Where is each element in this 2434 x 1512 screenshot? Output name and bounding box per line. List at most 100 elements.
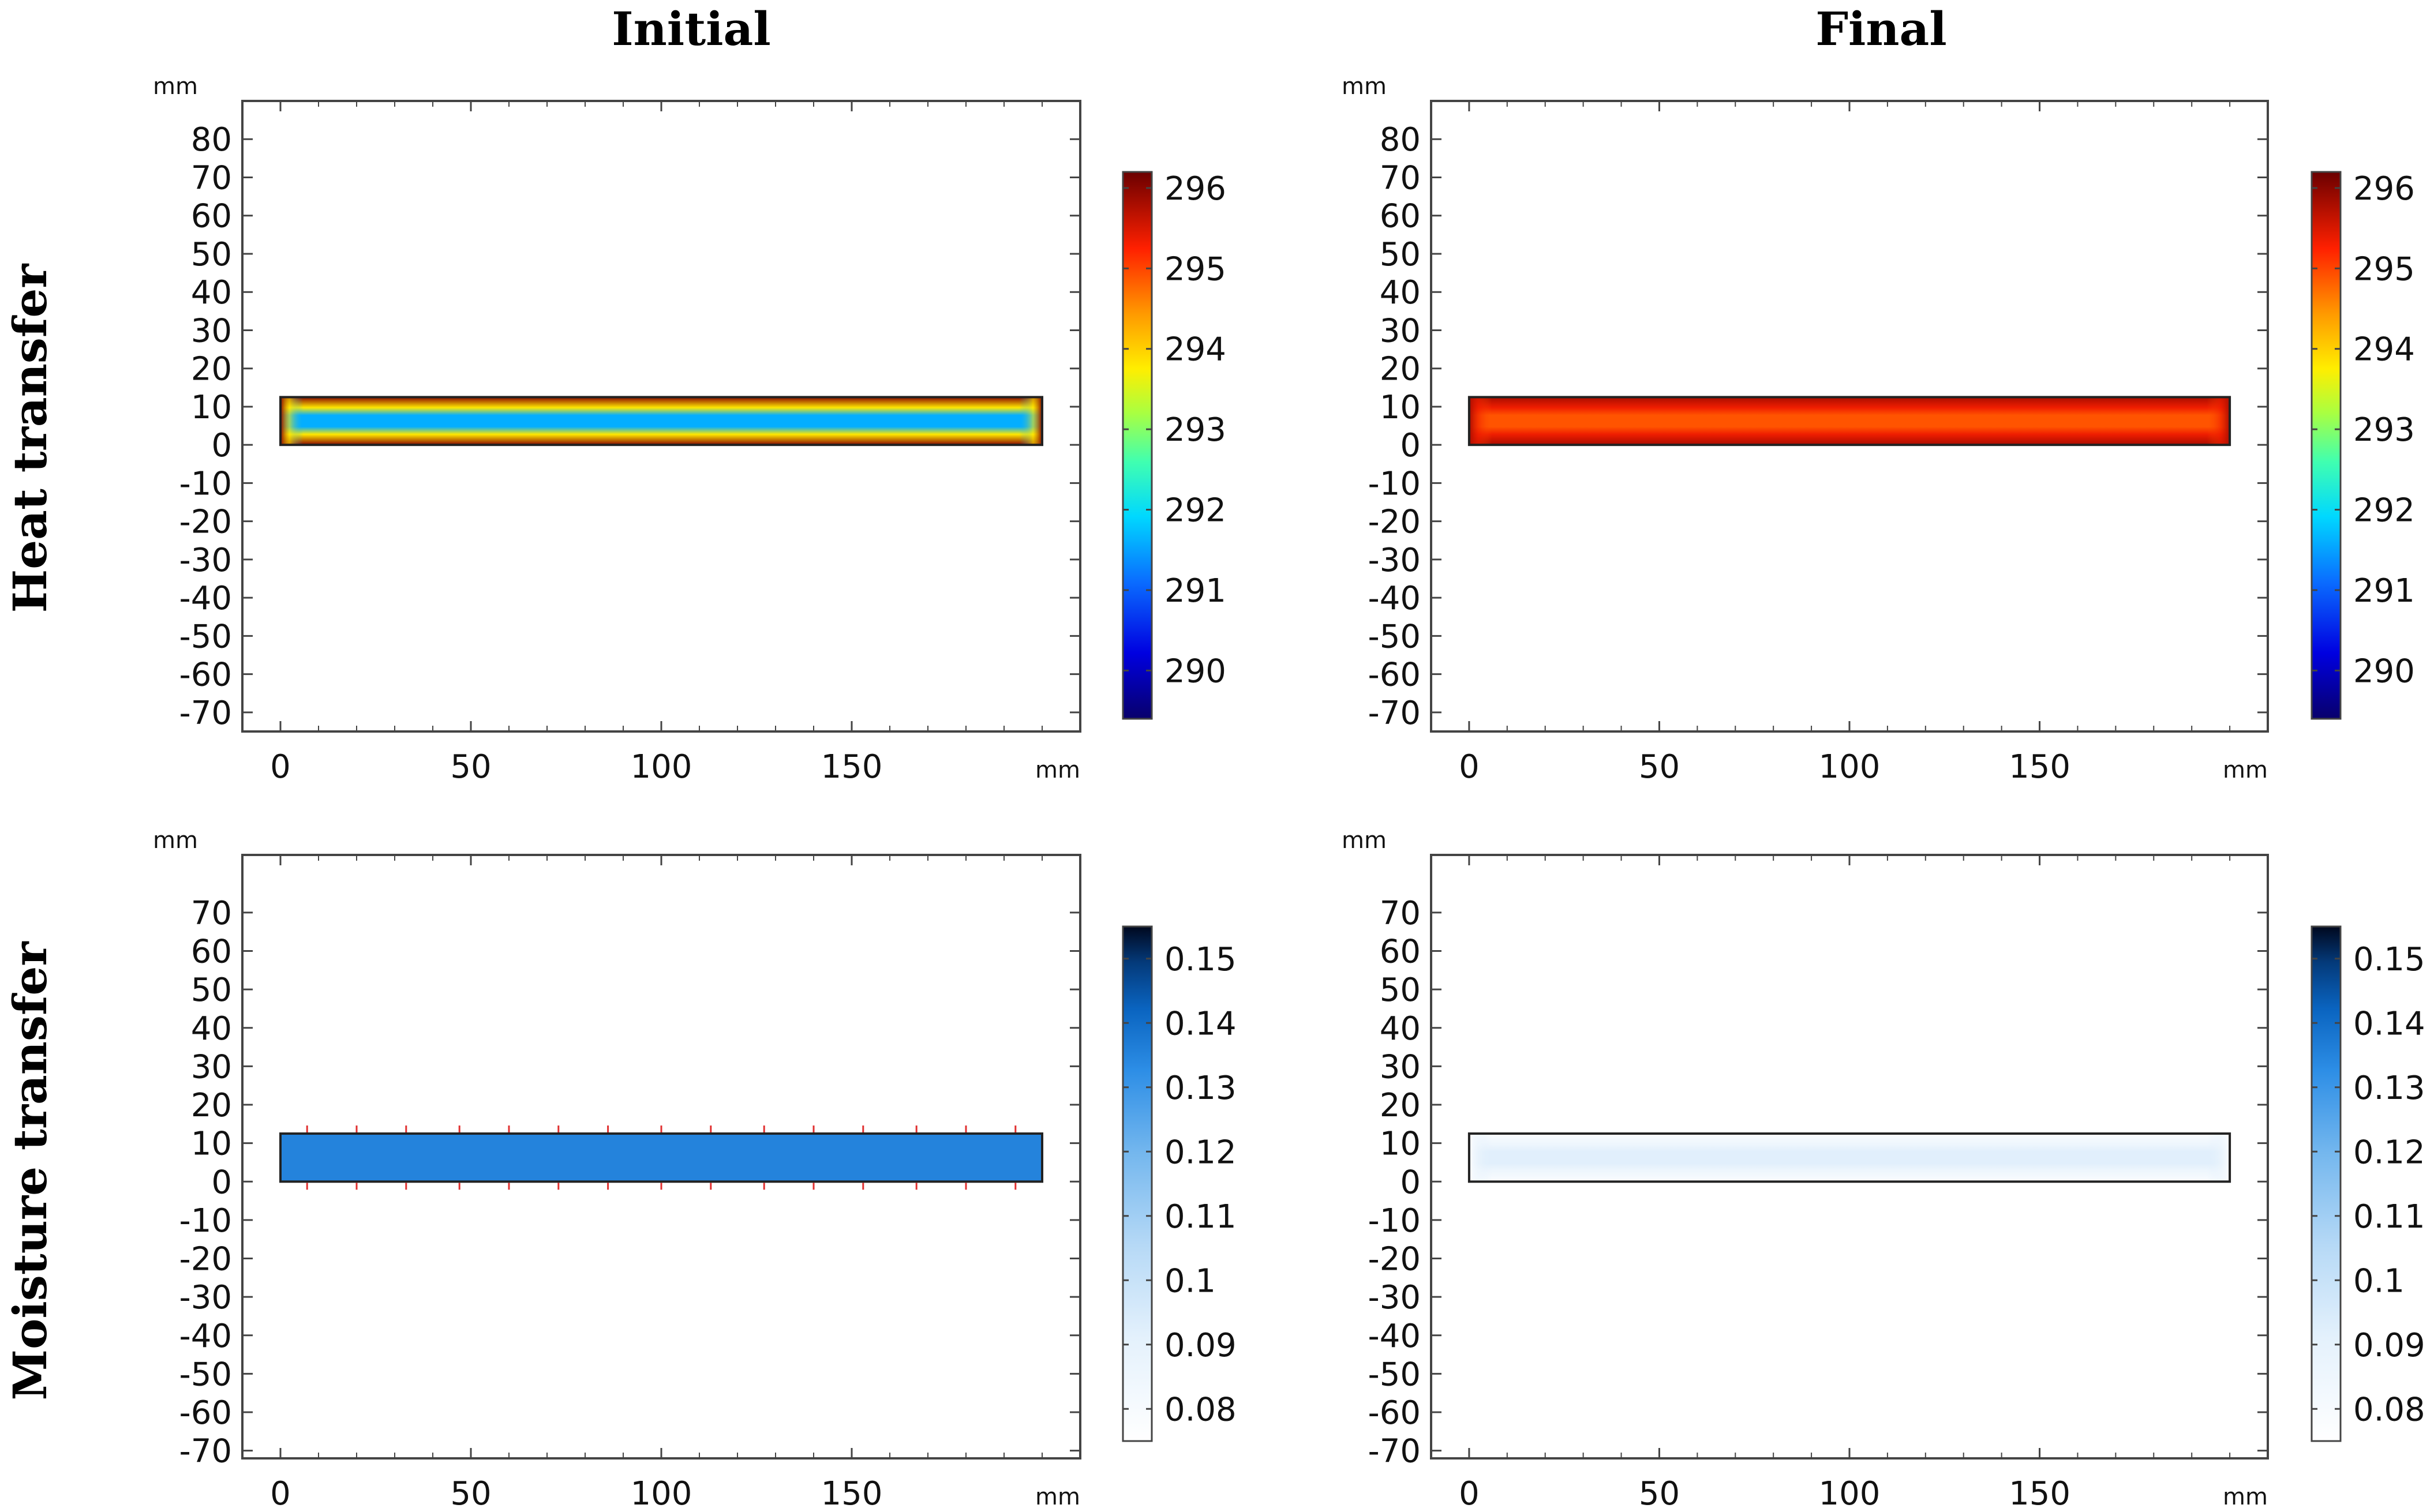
- y-unit-label: mm: [153, 73, 198, 100]
- y-tick-label: -20: [179, 504, 232, 541]
- colorbar-tick-label: 0.12: [2353, 1134, 2425, 1171]
- y-tick-label: -30: [179, 1279, 232, 1316]
- colorbar-tick-label: 0.12: [1164, 1134, 1237, 1171]
- x-tick-label: 50: [1639, 748, 1680, 786]
- x-tick-label: 0: [270, 748, 291, 786]
- colorbar: [2311, 925, 2342, 1442]
- colorbar-tick-label: 0.11: [2353, 1198, 2425, 1236]
- y-tick-label: 20: [1380, 351, 1421, 388]
- x-unit-label: mm: [2223, 757, 2268, 783]
- x-tick-label: 0: [270, 1475, 291, 1512]
- colorbar-tick-label: 290: [1164, 652, 1226, 690]
- field-horizontal: [1469, 397, 2230, 445]
- x-tick-label: 150: [821, 748, 883, 786]
- y-tick-label: -60: [179, 1394, 232, 1432]
- y-tick-label: -40: [1368, 580, 1421, 617]
- y-tick-label: 70: [191, 895, 232, 932]
- y-tick-label: -40: [179, 580, 232, 617]
- colorbar-tick-label: 294: [1164, 331, 1226, 369]
- y-tick-label: 30: [191, 312, 232, 350]
- y-tick-label: 60: [191, 198, 232, 235]
- x-unit-label: mm: [1035, 1484, 1080, 1510]
- colorbar-tick-label: 0.15: [1164, 941, 1237, 978]
- column-title-initial: Initial: [612, 2, 771, 56]
- y-tick-label: 40: [191, 1010, 232, 1048]
- y-tick-label: 10: [191, 1125, 232, 1163]
- colorbar-tick-label: 295: [2353, 250, 2415, 288]
- colorbar-tick-label: 291: [2353, 572, 2415, 610]
- x-unit-label: mm: [2223, 1484, 2268, 1510]
- colorbar-tick-label: 0.11: [1164, 1198, 1237, 1236]
- row-title-heat-transfer: Heat transfer: [3, 264, 57, 613]
- x-tick-label: 150: [2009, 1475, 2070, 1512]
- y-tick-label: -60: [1368, 1394, 1421, 1432]
- y-tick-label: -30: [1368, 542, 1421, 579]
- y-tick-label: 20: [1380, 1087, 1421, 1124]
- colorbar-tick-label: 0.08: [2353, 1391, 2425, 1428]
- y-tick-label: 10: [1380, 1125, 1421, 1163]
- y-tick-label: 0: [211, 427, 232, 464]
- x-tick-label: 50: [450, 1475, 491, 1512]
- x-unit-label: mm: [1035, 757, 1080, 783]
- y-tick-label: 10: [1380, 389, 1421, 426]
- x-tick-label: 150: [821, 1475, 883, 1512]
- y-tick-label: -50: [1368, 618, 1421, 655]
- y-tick-label: -70: [179, 695, 232, 732]
- colorbar-tick-label: 292: [1164, 492, 1226, 530]
- colorbar-tick-label: 0.1: [2353, 1262, 2405, 1300]
- y-tick-label: 50: [1380, 236, 1421, 273]
- y-tick-label: -50: [179, 618, 232, 655]
- y-tick-label: 0: [1400, 1164, 1421, 1201]
- colorbar-tick-label: 0.14: [2353, 1005, 2425, 1042]
- x-tick-label: 0: [1459, 748, 1480, 786]
- x-tick-label: 100: [631, 748, 692, 786]
- y-tick-label: -20: [1368, 504, 1421, 541]
- y-tick-label: 30: [1380, 312, 1421, 350]
- column-title-final: Final: [1815, 2, 1947, 56]
- y-tick-label: -60: [1368, 656, 1421, 694]
- y-tick-label: -50: [179, 1356, 232, 1393]
- x-tick-label: 100: [1819, 1475, 1881, 1512]
- field-horizontal: [280, 397, 1042, 445]
- row-title-moisture-transfer: Moisture transfer: [3, 941, 57, 1401]
- y-unit-label: mm: [153, 827, 198, 854]
- domain-outline: [1467, 1132, 2231, 1183]
- y-tick-label: -30: [1368, 1279, 1421, 1316]
- colorbar-tick-label: 295: [1164, 250, 1226, 288]
- colorbar: [1122, 171, 1153, 720]
- colorbar-tick-label: 0.13: [1164, 1070, 1237, 1107]
- y-tick-label: -60: [179, 656, 232, 694]
- y-tick-label: -40: [1368, 1318, 1421, 1355]
- y-tick-label: 20: [191, 351, 232, 388]
- y-tick-label: 0: [211, 1164, 232, 1201]
- domain-outline: [1467, 396, 2231, 447]
- colorbar-tick-label: 0.15: [2353, 941, 2425, 978]
- field-horizontal: [1469, 1134, 2230, 1182]
- colorbar-tick-label: 293: [1164, 411, 1226, 449]
- y-tick-label: -20: [179, 1241, 232, 1278]
- panel-moisture-initial: 0 50 100 150706050403020100-10-20-30-40-50-…: [153, 827, 1237, 1512]
- domain-outline: [279, 1132, 1043, 1183]
- y-tick-label: -50: [1368, 1356, 1421, 1393]
- field-horizontal: [280, 1134, 1042, 1182]
- y-tick-label: -70: [179, 1433, 232, 1470]
- y-tick-label: 70: [191, 159, 232, 197]
- y-tick-label: 60: [1380, 933, 1421, 971]
- y-tick-label: 70: [1380, 895, 1421, 932]
- colorbar-tick-label: 0.09: [1164, 1327, 1237, 1364]
- colorbar-tick-label: 290: [2353, 652, 2415, 690]
- y-tick-label: -70: [1368, 695, 1421, 732]
- y-tick-label: 10: [191, 389, 232, 426]
- colorbar-tick-label: 291: [1164, 572, 1226, 610]
- y-tick-label: 0: [1400, 427, 1421, 464]
- panel-moisture-final: 0 50 100 150706050403020100-10-20-30-40-50-…: [1342, 827, 2425, 1512]
- y-tick-label: 80: [1380, 121, 1421, 159]
- y-tick-label: 70: [1380, 159, 1421, 197]
- colorbar-tick-label: 296: [1164, 170, 1226, 208]
- y-tick-label: -10: [1368, 465, 1421, 502]
- colorbar: [2311, 171, 2342, 720]
- colorbar-tick-label: 0.14: [1164, 1005, 1237, 1042]
- colorbar-tick-label: 294: [2353, 331, 2415, 369]
- y-tick-label: 30: [1380, 1048, 1421, 1086]
- colorbar: [1122, 925, 1153, 1442]
